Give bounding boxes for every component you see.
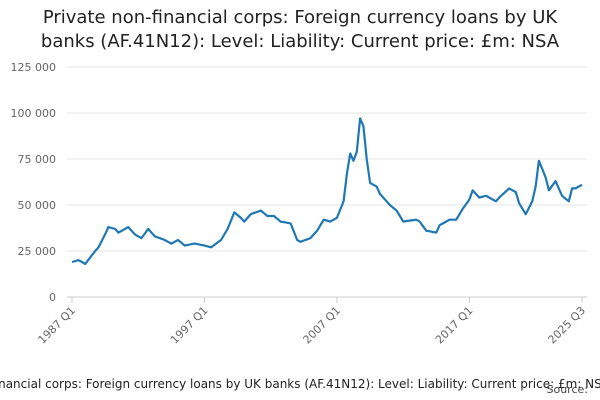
x-tick-label: 1987 Q1 [36, 304, 79, 347]
y-tick-label: 100 000 [11, 107, 57, 120]
x-tick-label: 2007 Q1 [301, 304, 344, 347]
legend-label: Private non-financial corps: Foreign cur… [0, 377, 600, 391]
x-tick-label: 2025 Q3 [546, 304, 589, 347]
x-tick-label: 1997 Q1 [168, 304, 211, 347]
series-line [71, 117, 583, 265]
y-tick-label: 50 000 [18, 199, 57, 212]
chart-title: Private non-financial corps: Foreign cur… [40, 7, 560, 52]
y-tick-label: 0 [49, 291, 56, 304]
y-tick-label: 25 000 [18, 245, 57, 258]
y-tick-label: 125 000 [11, 61, 57, 74]
x-tick-label: 2017 Q1 [433, 304, 476, 347]
source: Source: [547, 383, 589, 396]
y-tick-label: 75 000 [18, 153, 57, 166]
